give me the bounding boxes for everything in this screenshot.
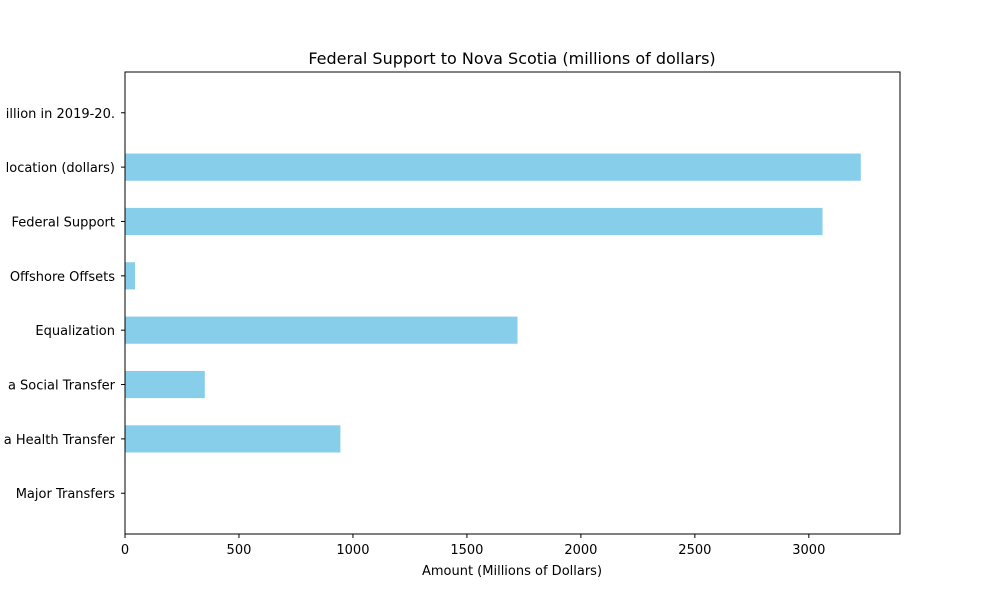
y-tick-label: Federal Support [12,215,115,230]
y-tick-label: illion in 2019-20. [6,107,115,122]
bar-4 [125,262,136,290]
bar-6 [125,153,861,181]
x-tick-label: 1500 [450,543,483,558]
x-ticks-layer: 0 500 1000 1500 2000 2500 3000 [121,534,825,558]
y-tick-label: Major Transfers [16,487,115,502]
x-axis-label: Amount (Millions of Dollars) [422,564,602,579]
bar-3 [125,316,518,344]
chart-title: Federal Support to Nova Scotia (millions… [308,49,715,68]
x-tick-label: 500 [227,543,252,558]
bar-5 [125,207,823,236]
bars-layer [125,153,861,453]
x-tick-label: 1000 [336,543,369,558]
y-tick-label: a Social Transfer [8,379,116,394]
y-tick-label: a Health Transfer [4,433,116,448]
bar-2 [125,370,205,399]
plot-frame [124,71,901,535]
y-tick-label: Equalization [35,324,115,339]
y-tick-label: location (dollars) [6,161,115,176]
x-tick-label: 2500 [678,543,711,558]
x-tick-label: 0 [121,543,129,558]
x-tick-label: 3000 [792,543,825,558]
y-tick-label: Offshore Offsets [10,270,115,285]
bar-1 [125,425,341,453]
x-tick-label: 2000 [564,543,597,558]
y-ticks-layer: Major Transfers a Health Transfer a Social… [4,107,125,502]
